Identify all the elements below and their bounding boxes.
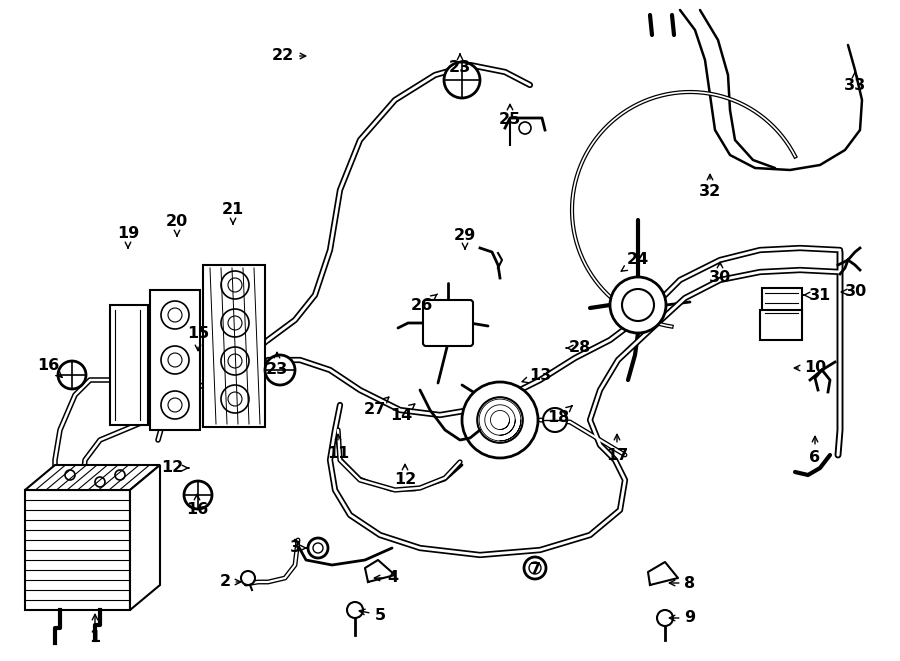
Text: 15: 15 xyxy=(187,327,209,351)
Polygon shape xyxy=(365,560,395,582)
Text: 19: 19 xyxy=(117,227,140,248)
Text: 13: 13 xyxy=(522,368,551,383)
FancyBboxPatch shape xyxy=(423,300,473,346)
Bar xyxy=(150,290,200,430)
Text: 1: 1 xyxy=(89,614,101,646)
Circle shape xyxy=(265,355,295,385)
Text: 28: 28 xyxy=(566,340,591,356)
Bar xyxy=(203,265,265,427)
Text: 25: 25 xyxy=(499,104,521,128)
Circle shape xyxy=(610,277,666,333)
Text: 23: 23 xyxy=(449,54,471,75)
Text: 12: 12 xyxy=(394,464,416,488)
Text: 18: 18 xyxy=(547,406,572,426)
Text: 10: 10 xyxy=(795,360,826,375)
Text: 30: 30 xyxy=(842,284,867,299)
Text: 17: 17 xyxy=(606,434,628,463)
Text: 26: 26 xyxy=(411,294,437,313)
Text: 20: 20 xyxy=(166,215,188,236)
Text: 16: 16 xyxy=(186,494,208,518)
FancyBboxPatch shape xyxy=(762,288,802,320)
Circle shape xyxy=(184,481,212,509)
Text: 22: 22 xyxy=(272,48,306,63)
Text: 12: 12 xyxy=(161,461,189,475)
FancyBboxPatch shape xyxy=(760,310,802,340)
Circle shape xyxy=(657,610,673,626)
Text: 6: 6 xyxy=(809,436,821,465)
Circle shape xyxy=(462,382,538,458)
Text: 23: 23 xyxy=(266,352,288,377)
Text: 30: 30 xyxy=(709,262,731,286)
Text: 9: 9 xyxy=(670,611,696,625)
Circle shape xyxy=(444,62,480,98)
Text: 29: 29 xyxy=(454,227,476,249)
Bar xyxy=(110,305,148,425)
Circle shape xyxy=(58,361,86,389)
Polygon shape xyxy=(25,465,160,490)
Text: 31: 31 xyxy=(804,288,831,303)
Text: 33: 33 xyxy=(844,72,866,93)
Text: 3: 3 xyxy=(290,541,306,555)
Text: 24: 24 xyxy=(621,253,649,271)
Text: 32: 32 xyxy=(699,175,721,200)
Polygon shape xyxy=(648,562,678,585)
Text: 7: 7 xyxy=(529,563,541,578)
Text: 14: 14 xyxy=(390,404,415,422)
Text: 4: 4 xyxy=(374,570,399,586)
Circle shape xyxy=(543,408,567,432)
Text: 2: 2 xyxy=(220,574,240,590)
Text: 5: 5 xyxy=(359,607,385,623)
Circle shape xyxy=(241,571,255,585)
Polygon shape xyxy=(25,490,130,610)
Text: 11: 11 xyxy=(327,434,349,461)
Polygon shape xyxy=(130,465,160,610)
Circle shape xyxy=(347,602,363,618)
Text: 21: 21 xyxy=(222,202,244,224)
Text: 27: 27 xyxy=(364,397,389,418)
Text: 16: 16 xyxy=(37,358,62,377)
Text: 8: 8 xyxy=(670,576,696,590)
